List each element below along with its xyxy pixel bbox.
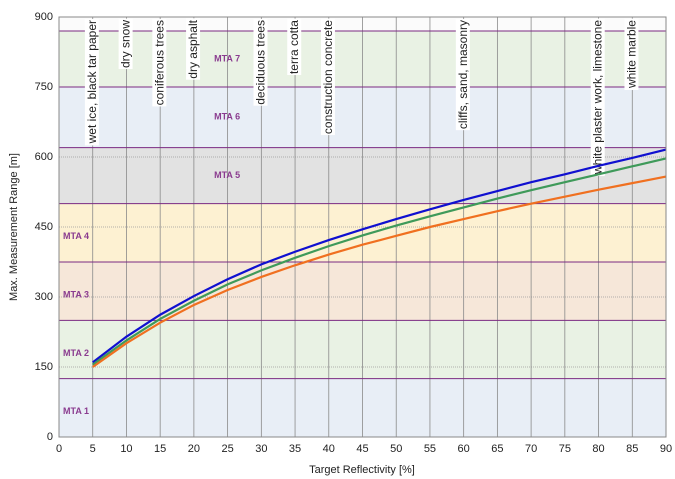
x-tick-label: 70: [525, 443, 537, 455]
x-axis-label: Target Reflectivity [%]: [309, 464, 415, 476]
plot-border: [58, 16, 667, 438]
x-tick-label: 25: [221, 443, 233, 455]
zone-label: MTA 5: [214, 170, 240, 180]
y-tick-label: 900: [35, 11, 53, 23]
material-marker: dry asphalt: [186, 18, 201, 80]
y-tick-label: 300: [35, 291, 53, 303]
material-label: construction concrete: [321, 20, 335, 134]
material-label: white marble: [624, 20, 638, 89]
zone-label: MTA 6: [214, 112, 240, 122]
material-marker: dry snow: [118, 18, 133, 70]
material-label-bg: [624, 18, 639, 91]
x-tick-label: 35: [289, 443, 301, 455]
material-marker: wet ice, black tar paper: [84, 19, 99, 146]
zone-label: MTA 1: [63, 406, 89, 416]
material-label-bg: [455, 18, 470, 131]
y-tick-label: 450: [35, 221, 53, 233]
x-tick-label: 85: [626, 443, 638, 455]
x-tick-label: 45: [356, 443, 368, 455]
x-tick-label: 10: [120, 443, 132, 455]
x-tick-label: 90: [660, 443, 672, 455]
x-tick-label: 80: [592, 443, 604, 455]
x-tick-label: 20: [188, 443, 200, 455]
x-tick-label: 0: [56, 443, 62, 455]
material-label-bg: [118, 18, 133, 70]
material-marker: construction concrete: [320, 18, 335, 136]
x-tick-label: 65: [491, 443, 503, 455]
material-label: terra cotta: [287, 20, 301, 74]
material-label: dry snow: [119, 20, 133, 68]
x-tick-label: 40: [323, 443, 335, 455]
y-tick-label: 750: [35, 81, 53, 93]
zone-label: MTA 2: [63, 348, 89, 358]
y-tick-label: 0: [47, 431, 53, 443]
material-label: white plaster work, limestone: [591, 20, 605, 175]
line-series: [92, 157, 667, 366]
material-label-bg: [287, 18, 302, 76]
material-label-bg: [84, 19, 99, 146]
line-series: [92, 148, 667, 364]
y-tick-label: 150: [35, 361, 53, 373]
x-tick-label: 75: [559, 443, 571, 455]
x-tick-label: 15: [154, 443, 166, 455]
material-marker: coniferous trees: [152, 19, 167, 107]
material-label-bg: [320, 18, 335, 136]
material-marker: deciduous trees: [253, 19, 268, 106]
material-label: cliffs, sand, masonry: [456, 20, 470, 129]
line-series: [92, 175, 667, 368]
material-label-bg: [186, 18, 201, 80]
material-marker: terra cotta: [287, 18, 302, 76]
x-tick-label: 55: [424, 443, 436, 455]
x-tick-label: 60: [458, 443, 470, 455]
material-label-bg: [152, 19, 167, 107]
material-label-bg: [590, 18, 605, 177]
material-label: coniferous trees: [152, 20, 166, 105]
zone-label: MTA 4: [63, 231, 89, 241]
zone-label: MTA 3: [63, 290, 89, 300]
material-label-bg: [253, 19, 268, 106]
material-label: deciduous trees: [254, 20, 268, 105]
y-tick-label: 600: [35, 151, 53, 163]
material-marker: white marble: [624, 18, 639, 91]
material-label: wet ice, black tar paper: [85, 20, 99, 144]
material-marker: white plaster work, limestone: [590, 18, 605, 177]
x-tick-label: 5: [90, 443, 96, 455]
x-tick-label: 50: [390, 443, 402, 455]
material-label: dry asphalt: [186, 19, 200, 78]
zone-label: MTA 7: [214, 53, 240, 63]
y-axis-label: Max. Measurement Range [m]: [8, 153, 20, 301]
x-tick-label: 30: [255, 443, 267, 455]
material-marker: cliffs, sand, masonry: [455, 18, 470, 131]
